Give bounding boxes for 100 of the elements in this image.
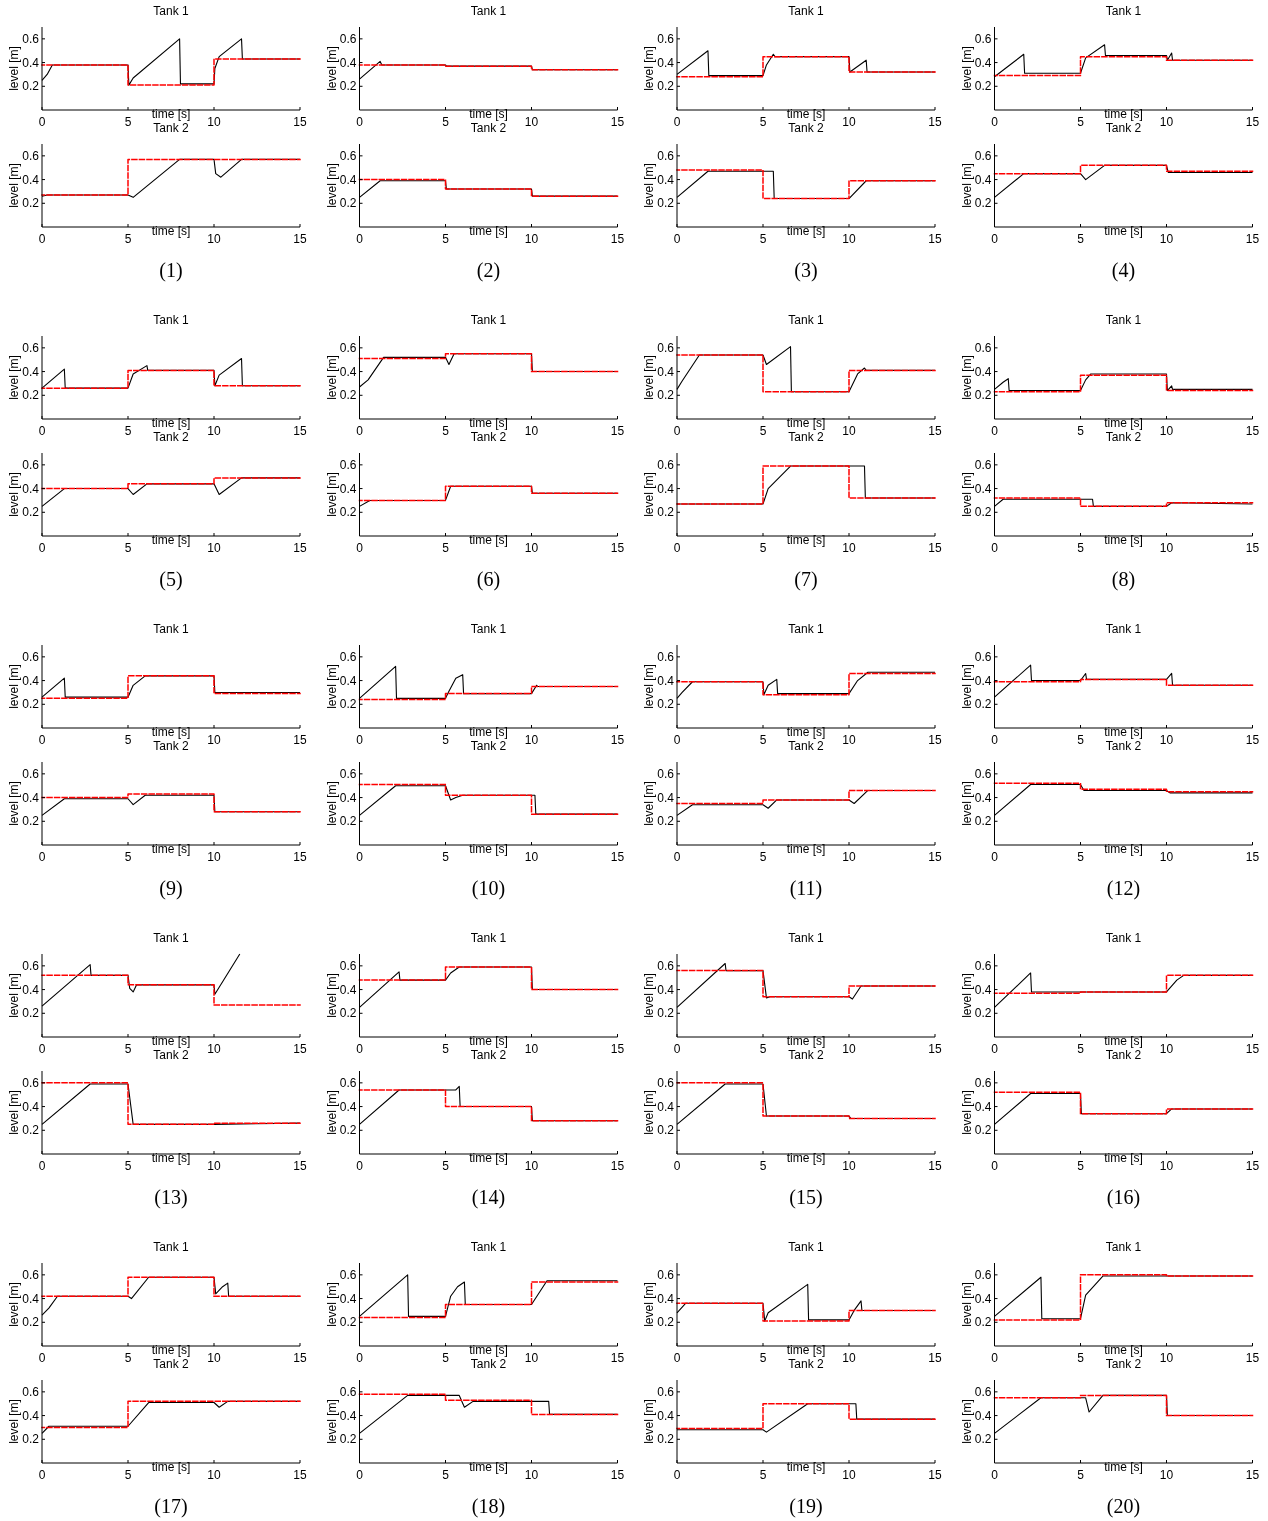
y-axis-title: level [m]: [324, 472, 339, 517]
y-tick-label: 0.2: [339, 1006, 357, 1021]
y-tick-label: 0.2: [339, 1432, 357, 1447]
text: (15): [789, 1186, 823, 1209]
text: (4): [1111, 259, 1136, 282]
x-tick-label: 10: [207, 232, 221, 246]
x-tick-label: 0: [38, 850, 46, 864]
chart-title: Tank 2: [470, 121, 507, 135]
x-tick-label: 10: [842, 1468, 856, 1482]
chart-title: Tank 2: [788, 1357, 824, 1371]
x-tick-label: 5: [1077, 1159, 1085, 1173]
x-tick-label: 10: [842, 1159, 856, 1173]
x-tick-label: 10: [524, 424, 539, 438]
x-tick-label: 0: [356, 424, 364, 438]
x-axis-title: time [s]: [151, 416, 191, 430]
y-tick-label: 0.6: [22, 958, 40, 973]
y-tick-label: 0.4: [22, 55, 40, 70]
y-axis-title: level [m]: [642, 46, 656, 91]
y-tick-label: 0.6: [339, 148, 357, 163]
chart-title: Tank 2: [1105, 121, 1142, 135]
chart-title: Tank 2: [153, 430, 189, 444]
text: (12): [1106, 877, 1141, 900]
y-tick-label: 0.4: [339, 673, 357, 688]
x-tick-label: 0: [991, 424, 999, 438]
y-axis-title: level [m]: [324, 664, 339, 709]
x-axis-title: time [s]: [786, 1343, 826, 1357]
x-tick-label: 0: [356, 1159, 364, 1173]
x-tick-label: 0: [356, 541, 364, 555]
x-tick-label: 5: [124, 1351, 132, 1365]
x-tick-label: 0: [673, 733, 681, 747]
x-tick-label: 0: [991, 115, 999, 129]
y-tick-label: 0.6: [657, 1384, 675, 1399]
y-tick-label: 0.2: [657, 1123, 675, 1138]
x-tick-label: 10: [842, 232, 856, 246]
x-tick-label: 5: [442, 733, 450, 747]
x-tick-label: 10: [207, 424, 221, 438]
x-tick-label: 10: [207, 850, 221, 864]
x-tick-label: 0: [356, 1351, 364, 1365]
y-tick-label: 0.4: [657, 1408, 675, 1423]
x-tick-label: 15: [1245, 541, 1260, 555]
x-tick-label: 10: [524, 232, 539, 246]
x-tick-label: 15: [610, 1351, 625, 1365]
x-tick-label: 0: [38, 1159, 46, 1173]
x-tick-label: 5: [442, 1159, 450, 1173]
x-tick-label: 15: [610, 1468, 625, 1482]
y-tick-label: 0.6: [339, 649, 357, 664]
x-tick-label: 5: [124, 115, 132, 129]
x-tick-label: 10: [1159, 115, 1174, 129]
y-axis-title: level [m]: [642, 472, 656, 517]
x-tick-label: 0: [356, 232, 364, 246]
x-tick-label: 0: [356, 733, 364, 747]
y-axis-title: level [m]: [324, 1399, 339, 1444]
x-tick-label: 5: [1077, 541, 1085, 555]
x-tick-label: 15: [1245, 1042, 1260, 1056]
x-tick-label: 5: [759, 1351, 767, 1365]
y-axis-title: level [m]: [959, 472, 974, 517]
y-tick-label: 0.6: [22, 31, 40, 46]
chart-title: Tank 1: [1105, 1240, 1142, 1254]
chart-title: Tank 1: [470, 931, 507, 945]
chart-title: Tank 2: [153, 121, 189, 135]
y-tick-label: 0.2: [974, 1006, 992, 1021]
y-tick-label: 0.4: [657, 55, 675, 70]
y-tick-label: 0.4: [974, 364, 992, 379]
y-tick-label: 0.2: [22, 505, 40, 520]
x-tick-label: 0: [356, 1042, 364, 1056]
y-tick-label: 0.6: [339, 1267, 357, 1282]
y-tick-label: 0.4: [22, 790, 40, 805]
y-tick-label: 0.4: [657, 982, 675, 997]
x-tick-label: 0: [38, 1042, 46, 1056]
y-tick-label: 0.2: [974, 79, 992, 94]
y-tick-label: 0.4: [657, 481, 675, 496]
chart-title: Tank 2: [1105, 1048, 1142, 1062]
x-tick-label: 15: [610, 733, 625, 747]
x-tick-label: 5: [442, 424, 450, 438]
x-tick-label: 0: [673, 541, 681, 555]
y-tick-label: 0.6: [339, 1075, 357, 1090]
x-tick-label: 5: [759, 541, 767, 555]
y-tick-label: 0.4: [22, 172, 40, 187]
x-tick-label: 10: [1159, 733, 1174, 747]
y-axis-title: level [m]: [959, 1090, 974, 1135]
chart-title: Tank 2: [1105, 739, 1142, 753]
y-tick-label: 0.2: [339, 505, 357, 520]
x-tick-label: 15: [293, 733, 307, 747]
y-tick-label: 0.4: [657, 673, 675, 688]
x-tick-label: 10: [207, 1159, 221, 1173]
text: (16): [1106, 1186, 1141, 1209]
y-tick-label: 0.4: [339, 364, 357, 379]
y-tick-label: 0.6: [339, 31, 357, 46]
y-axis-title: level [m]: [7, 1090, 21, 1135]
y-axis-title: level [m]: [324, 1282, 339, 1327]
chart-title: Tank 2: [788, 1048, 824, 1062]
y-tick-label: 0.2: [22, 79, 40, 94]
x-tick-label: 15: [293, 115, 307, 129]
y-tick-label: 0.6: [22, 649, 40, 664]
y-tick-label: 0.4: [22, 364, 40, 379]
y-tick-label: 0.6: [22, 340, 40, 355]
chart-title: Tank 1: [470, 313, 507, 327]
x-tick-label: 0: [38, 733, 46, 747]
y-tick-label: 0.4: [657, 790, 675, 805]
x-tick-label: 15: [610, 1042, 625, 1056]
